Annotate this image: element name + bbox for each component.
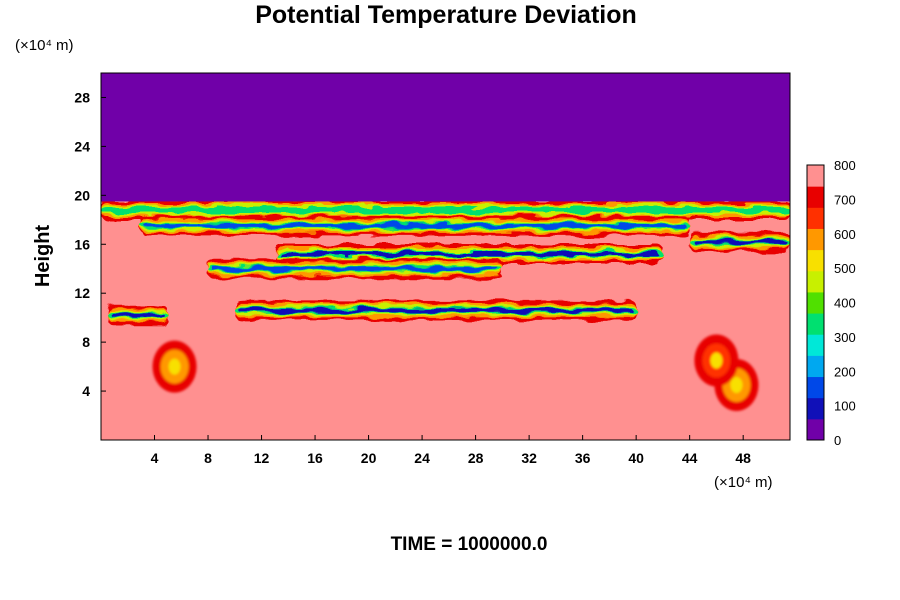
- x-tick-label: 12: [254, 450, 270, 466]
- x-tick-label: 48: [735, 450, 751, 466]
- band-1: [145, 223, 686, 228]
- contour-bands: [101, 200, 790, 326]
- x-tick-label: 40: [628, 450, 644, 466]
- x-axis-ticks: 4 8 12 16 20 24 28 32 36 40 44 48: [151, 435, 751, 466]
- x-tick-label: 36: [575, 450, 591, 466]
- band-3: [212, 266, 499, 271]
- colorbar-tick-label: 700: [834, 192, 856, 207]
- colorbar-swatch: [807, 165, 824, 187]
- y-tick-label: 20: [74, 187, 90, 203]
- hotspot-core-2: [710, 352, 723, 369]
- colorbar-tick-label: 100: [834, 399, 856, 414]
- colorbar-swatch: [807, 270, 824, 293]
- band-6: [693, 239, 786, 244]
- x-tick-label: 8: [204, 450, 212, 466]
- colorbar-swatch: [807, 228, 824, 251]
- x-unit-label: (×10⁴ m): [714, 474, 773, 491]
- colorbar-swatch: [807, 249, 824, 272]
- hotspots: [152, 334, 759, 411]
- chart-title: Potential Temperature Deviation: [255, 1, 637, 29]
- colorbar-tick-label: 0: [834, 433, 841, 448]
- x-tick-label: 4: [151, 450, 159, 466]
- y-tick-label: 8: [82, 334, 90, 350]
- x-tick-label: 16: [307, 450, 323, 466]
- y-axis-label: Height: [32, 225, 54, 288]
- x-tick-label: 44: [682, 450, 698, 466]
- colorbar-swatch: [807, 418, 824, 441]
- colorbar-tick-label: 200: [834, 364, 856, 379]
- band-2: [278, 252, 659, 257]
- y-axis-ticks: 4 8 12 16 20 24 28: [74, 89, 106, 399]
- colorbar-frame: [806, 164, 825, 441]
- time-label: TIME = 1000000.0: [391, 534, 548, 555]
- hotspot-core-0: [168, 358, 181, 375]
- colorbar-swatch: [807, 291, 824, 314]
- colorbar-swatch: [807, 334, 824, 356]
- colorbar-swatch: [807, 313, 824, 335]
- colorbar-swatch: [807, 207, 824, 229]
- band-0: [105, 208, 786, 213]
- colorbar-tick-label: 600: [834, 227, 856, 242]
- y-tick-label: 24: [74, 138, 90, 154]
- y-unit-label: (×10⁴ m): [15, 37, 74, 54]
- colorbar-swatch: [807, 355, 824, 378]
- y-tick-label: 28: [74, 89, 90, 105]
- colorbar-swatch: [807, 376, 824, 399]
- colorbar-tick-label: 800: [834, 158, 856, 173]
- x-tick-label: 20: [361, 450, 377, 466]
- x-tick-label: 32: [521, 450, 537, 466]
- y-tick-label: 12: [74, 285, 90, 301]
- x-tick-label: 24: [414, 450, 430, 466]
- x-tick-label: 28: [468, 450, 484, 466]
- colorbar-ticks: 0 100 200 300 400 500 600 700 800: [834, 158, 856, 448]
- y-tick-label: 16: [74, 236, 90, 252]
- colorbar: [806, 164, 825, 441]
- hotspot-core-1: [730, 376, 743, 393]
- plot-frame: [100, 72, 791, 441]
- band-5: [238, 308, 633, 313]
- upper-layer: [101, 73, 790, 202]
- heatmap-plot-area: [101, 73, 790, 440]
- band-4: [111, 313, 164, 318]
- colorbar-tick-label: 400: [834, 296, 856, 311]
- colorbar-swatch: [807, 186, 824, 208]
- y-tick-label: 4: [82, 383, 90, 399]
- colorbar-swatch: [807, 397, 824, 420]
- colorbar-tick-label: 300: [834, 330, 856, 345]
- colorbar-tick-label: 500: [834, 261, 856, 276]
